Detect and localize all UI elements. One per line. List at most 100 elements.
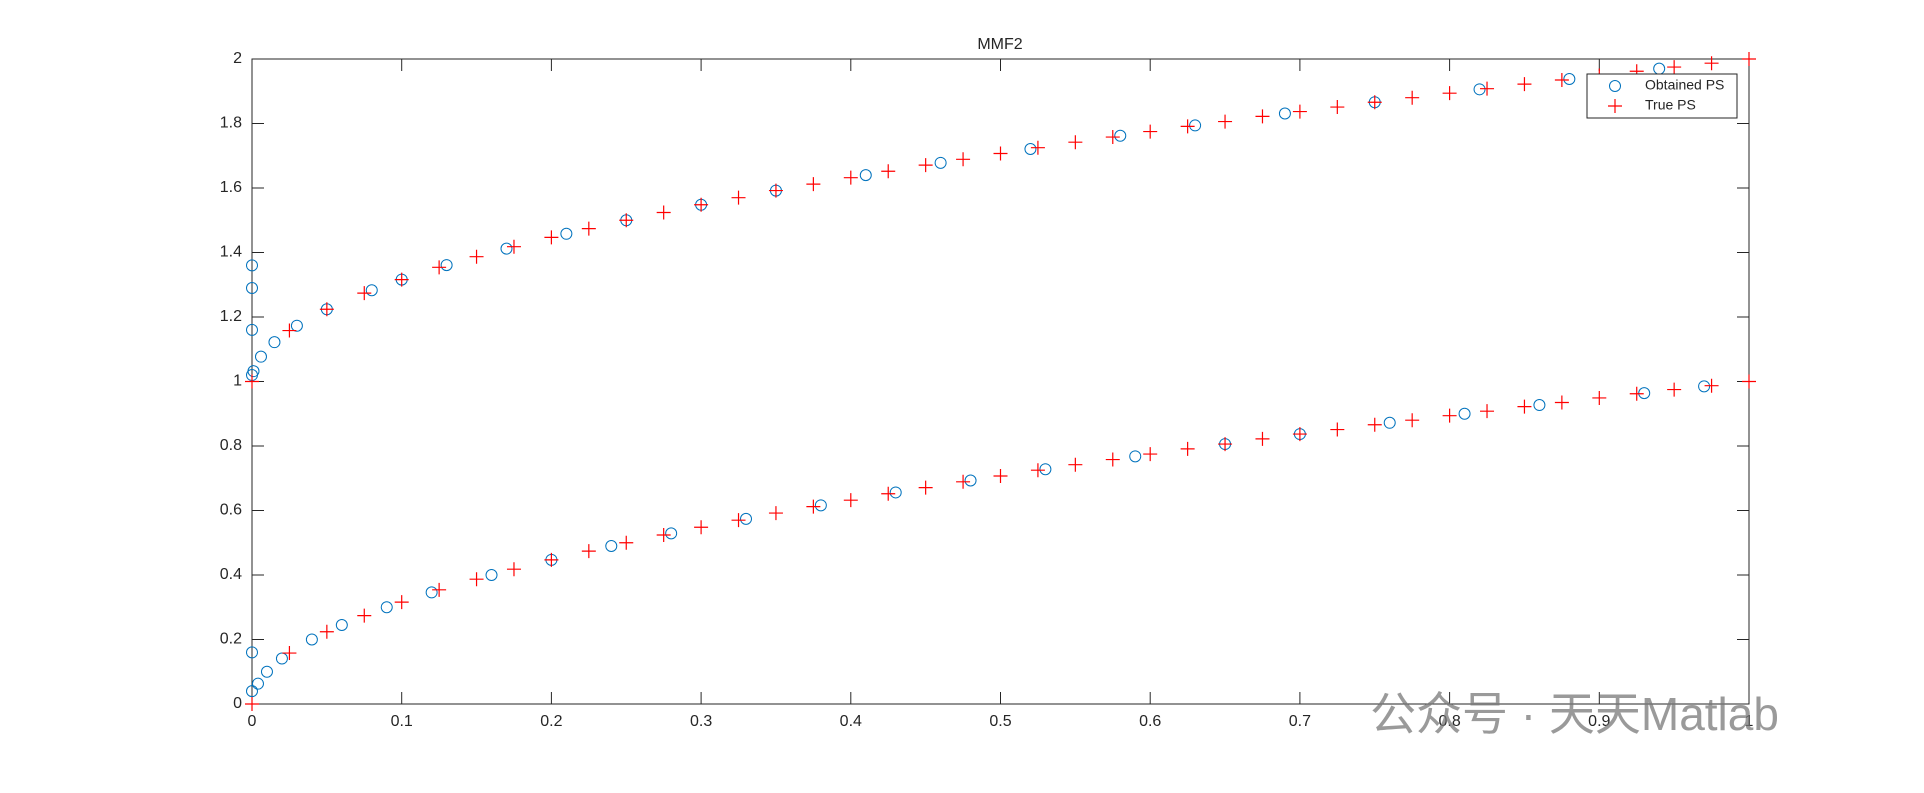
- point: [1143, 124, 1158, 139]
- point: [485, 569, 498, 581]
- x-tick-label: 1: [1745, 713, 1754, 730]
- point: [918, 480, 933, 495]
- y-tick-label: 1.2: [220, 308, 242, 325]
- x-tick-label: 0.1: [391, 713, 413, 730]
- point: [500, 242, 513, 255]
- point: [254, 350, 267, 363]
- point: [1278, 107, 1291, 120]
- point: [260, 665, 273, 678]
- point: [394, 272, 409, 287]
- y-tick-label: 2: [233, 50, 242, 67]
- point: [1742, 374, 1756, 389]
- point: [335, 618, 348, 631]
- point: [275, 652, 288, 665]
- point: [731, 513, 746, 528]
- watermark: 公众号 · 天天Matlab: [1370, 688, 1779, 740]
- point: [1367, 95, 1382, 110]
- point: [619, 535, 634, 550]
- point: [1330, 100, 1345, 115]
- y-tick-label: 1.6: [220, 179, 242, 196]
- point: [1114, 129, 1127, 142]
- point: [1554, 395, 1569, 410]
- x-tick-label: 0.3: [690, 713, 712, 730]
- point: [694, 197, 709, 212]
- point: [1330, 422, 1345, 437]
- point: [1129, 450, 1142, 463]
- point: [1405, 413, 1420, 428]
- point: [1383, 416, 1396, 429]
- y-tick-label: 0.6: [220, 502, 242, 519]
- point: [245, 697, 259, 711]
- y-tick-label: 1: [233, 373, 242, 390]
- x-tick-label: 0.9: [1588, 713, 1610, 730]
- point: [506, 239, 521, 254]
- x-tick-label: 0.8: [1438, 713, 1460, 730]
- point: [1742, 52, 1756, 66]
- chart-title: MMF2: [977, 36, 1022, 53]
- point: [918, 158, 933, 173]
- y-tick-label: 0: [233, 695, 242, 712]
- point: [731, 190, 746, 205]
- x-tick-label: 0.4: [840, 713, 862, 730]
- point: [1105, 452, 1120, 467]
- point: [425, 586, 438, 599]
- plot-area: [251, 58, 1750, 705]
- point: [357, 608, 372, 623]
- point: [956, 152, 971, 167]
- point: [956, 474, 971, 489]
- point: [1473, 83, 1486, 96]
- point: [246, 323, 258, 336]
- point: [581, 221, 596, 236]
- point: [394, 595, 409, 610]
- point: [357, 286, 372, 301]
- x-tick-label: 0.2: [540, 713, 562, 730]
- point: [1255, 431, 1270, 446]
- point: [1218, 114, 1233, 129]
- point: [1554, 72, 1569, 87]
- point: [560, 227, 573, 240]
- point: [619, 213, 634, 228]
- point: [806, 499, 821, 514]
- y-tick-label: 0.2: [220, 631, 242, 648]
- point: [806, 177, 821, 192]
- point: [1218, 437, 1233, 452]
- point: [1255, 109, 1270, 124]
- point: [843, 493, 858, 508]
- point: [1180, 441, 1195, 456]
- point: [1030, 140, 1045, 155]
- point: [1068, 457, 1083, 472]
- point: [305, 633, 318, 646]
- x-tick-label: 0.7: [1289, 713, 1311, 730]
- point: [1704, 56, 1719, 71]
- y-tick-label: 1.8: [220, 115, 242, 132]
- point: [440, 259, 453, 272]
- point: [506, 562, 521, 577]
- point: [1442, 86, 1457, 101]
- point: [268, 336, 281, 349]
- point: [656, 528, 671, 543]
- point: [246, 259, 258, 272]
- point: [544, 230, 559, 245]
- point: [1704, 378, 1719, 393]
- point: [282, 646, 297, 661]
- x-tick-label: 0: [248, 713, 257, 730]
- x-tick-label: 0.5: [989, 713, 1011, 730]
- point: [1563, 72, 1576, 85]
- point: [1442, 408, 1457, 423]
- point: [1667, 382, 1682, 397]
- point: [1480, 404, 1495, 419]
- point: [1458, 407, 1471, 420]
- point: [544, 552, 559, 567]
- point: [993, 468, 1008, 483]
- y-tick-label: 0.4: [220, 566, 242, 583]
- point: [1292, 104, 1307, 119]
- point: [1667, 60, 1682, 75]
- y-tick-label: 1.4: [220, 244, 242, 261]
- point: [1024, 142, 1037, 155]
- x-tick-label: 0.6: [1139, 713, 1161, 730]
- point: [1105, 130, 1120, 145]
- legend-label: Obtained PS: [1645, 77, 1724, 93]
- point: [469, 249, 484, 264]
- point: [247, 365, 260, 378]
- point: [889, 486, 902, 499]
